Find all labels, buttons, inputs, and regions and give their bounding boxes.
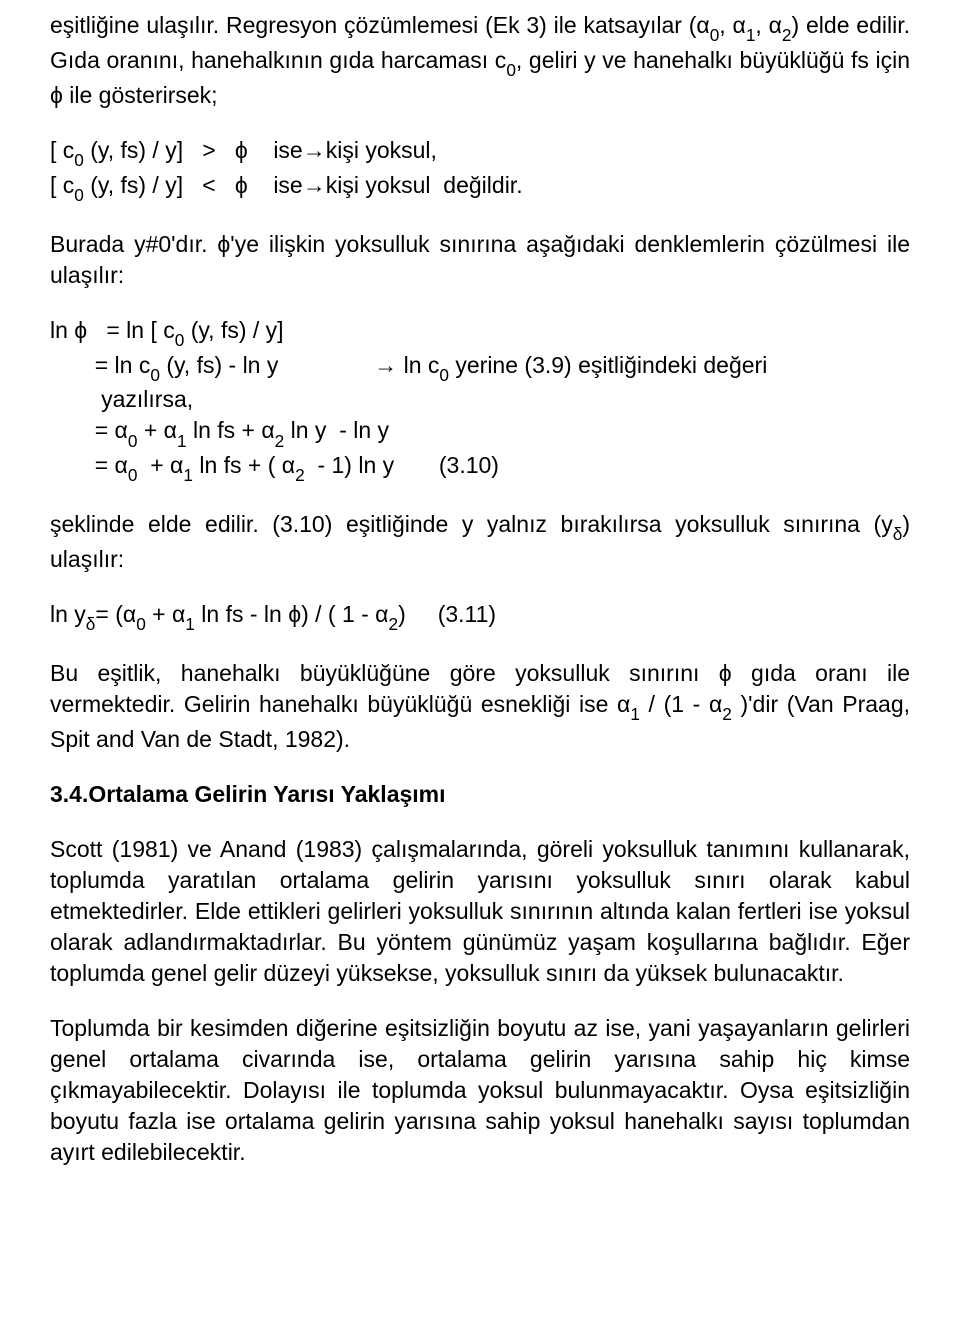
text: [ c: [50, 137, 74, 163]
derivation-block: ln ϕ = ln [ c0 (y, fs) / y] = ln c0 (y, …: [50, 315, 910, 486]
subscript: 0: [136, 614, 146, 634]
subscript: 1: [177, 431, 187, 451]
subscript: δ: [893, 524, 903, 544]
subscript: 0: [128, 431, 138, 451]
text: + α: [137, 452, 183, 478]
subscript: 2: [722, 704, 732, 724]
text: - 1) ln y (3.10): [305, 452, 499, 478]
text: ) (3.11): [398, 601, 496, 627]
text: ln ϕ = ln [ c: [50, 317, 175, 343]
subscript: 0: [150, 365, 160, 385]
inequality-line-2: [ c0 (y, fs) / y] < ϕ ise→kişi yoksul de…: [50, 170, 910, 205]
derivation-line-4: = α0 + α1 ln fs + ( α2 - 1) ln y (3.10): [50, 450, 910, 485]
derivation-line-2b: yazılırsa,: [50, 384, 910, 415]
subscript: 2: [388, 614, 398, 634]
subscript: δ: [86, 614, 96, 634]
subscript: 2: [295, 465, 305, 485]
text: (y, fs) - ln y → ln c: [160, 352, 439, 378]
subscript: 0: [128, 465, 138, 485]
text: = ln c: [50, 352, 150, 378]
text: , α: [719, 12, 746, 38]
text: ln fs - ln ϕ) / ( 1 - α: [195, 601, 389, 627]
subscript: 0: [439, 365, 449, 385]
text: ln fs + α: [187, 417, 275, 443]
text: (y, fs) / y] < ϕ ise→kişi yoksul değildi…: [84, 172, 523, 198]
equation-311: ln yδ= (α0 + α1 ln fs - ln ϕ) / ( 1 - α2…: [50, 599, 910, 634]
text: ln y - ln y: [284, 417, 389, 443]
text: = (α: [95, 601, 136, 627]
equation-line: ln yδ= (α0 + α1 ln fs - ln ϕ) / ( 1 - α2…: [50, 599, 910, 634]
text: eşitliğine ulaşılır. Regresyon çözümleme…: [50, 12, 710, 38]
derivation-line-2: = ln c0 (y, fs) - ln y → ln c0 yerine (3…: [50, 350, 910, 385]
inequality-line-1: [ c0 (y, fs) / y] > ϕ ise→kişi yoksul,: [50, 135, 910, 170]
text: şeklinde elde edilir. (3.10) eşitliğinde…: [50, 511, 893, 537]
subscript: 0: [175, 330, 185, 350]
text: ln y: [50, 601, 86, 627]
text: yerine (3.9) eşitliğindeki değeri: [449, 352, 767, 378]
subscript: 1: [746, 25, 756, 45]
text: = α: [50, 452, 128, 478]
paragraph-scott: Scott (1981) ve Anand (1983) çalışmaları…: [50, 834, 910, 989]
text: (y, fs) / y] > ϕ ise→kişi yoksul,: [84, 137, 437, 163]
subscript: 0: [74, 150, 84, 170]
paragraph-seklinde: şeklinde elde edilir. (3.10) eşitliğinde…: [50, 509, 910, 575]
paragraph-burada: Burada y#0'dır. ϕ'ye ilişkin yoksulluk s…: [50, 229, 910, 291]
text: , α: [755, 12, 782, 38]
subscript: 1: [183, 465, 193, 485]
text: ln fs + ( α: [193, 452, 295, 478]
text: + α: [137, 417, 177, 443]
paragraph-toplumda: Toplumda bir kesimden diğerine eşitsizli…: [50, 1013, 910, 1168]
section-3-4-heading: 3.4.Ortalama Gelirin Yarısı Yaklaşımı: [50, 779, 910, 810]
derivation-line-1: ln ϕ = ln [ c0 (y, fs) / y]: [50, 315, 910, 350]
subscript: 1: [630, 704, 640, 724]
paragraph-bu-esitlik: Bu eşitlik, hanehalkı büyüklüğüne göre y…: [50, 658, 910, 755]
text: [ c: [50, 172, 74, 198]
subscript: 0: [74, 185, 84, 205]
text: = α: [50, 417, 128, 443]
subscript: 2: [782, 25, 792, 45]
subscript: 0: [710, 25, 720, 45]
inequality-block: [ c0 (y, fs) / y] > ϕ ise→kişi yoksul, […: [50, 135, 910, 205]
text: / (1 - α: [640, 691, 722, 717]
text: (y, fs) / y]: [184, 317, 283, 343]
subscript: 0: [506, 60, 516, 80]
subscript: 2: [275, 431, 285, 451]
paragraph-intro: eşitliğine ulaşılır. Regresyon çözümleme…: [50, 10, 910, 111]
text: + α: [146, 601, 186, 627]
subscript: 1: [185, 614, 195, 634]
derivation-line-3: = α0 + α1 ln fs + α2 ln y - ln y: [50, 415, 910, 450]
